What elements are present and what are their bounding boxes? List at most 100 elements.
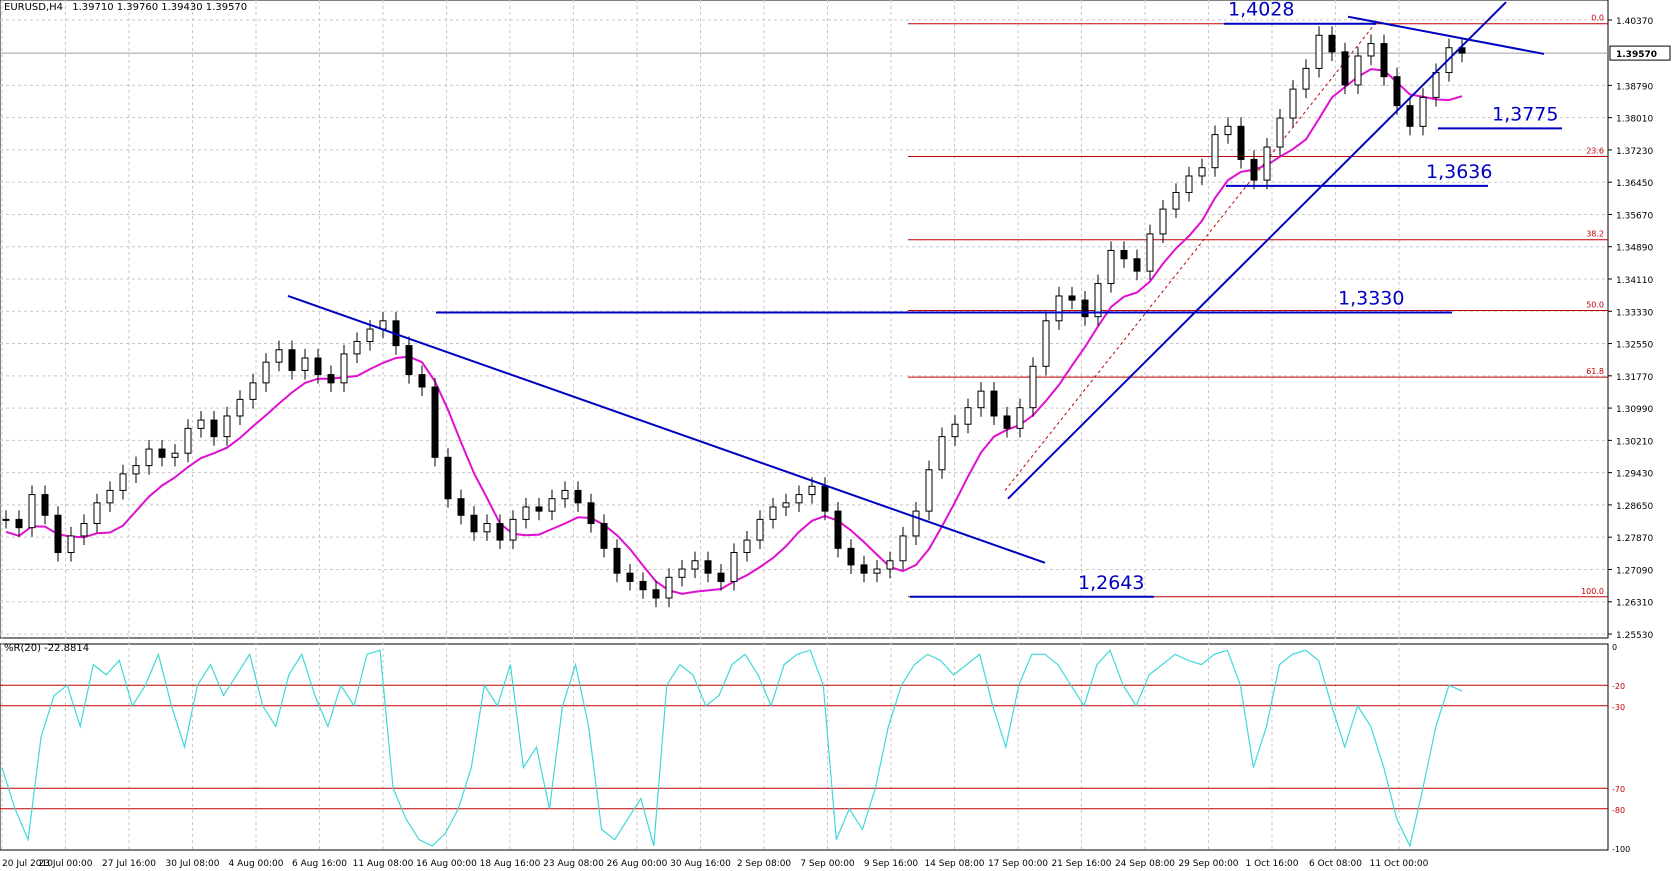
fib-label: 23.6 <box>1586 147 1604 156</box>
candle-body <box>236 398 244 417</box>
candle-body <box>704 560 712 574</box>
axes: 1.40370 1.38790 1.38010 1.37230 1.36450 1.356… <box>2 17 1671 869</box>
x-tick-label: 23 Jul 00:00 <box>39 859 93 869</box>
x-tick-label: 24 Sep 08:00 <box>1115 859 1175 869</box>
fib-label: 0.0 <box>1591 14 1604 23</box>
candle-body <box>184 427 192 454</box>
candle-body <box>561 489 569 500</box>
y-tick-label: 1.32550 <box>1616 341 1653 351</box>
candle-body <box>1133 258 1141 272</box>
candle-body <box>678 568 686 578</box>
candle-body <box>600 523 608 549</box>
candle-body <box>197 419 205 429</box>
x-tick-label: 9 Sep 16:00 <box>864 859 919 869</box>
price-annotations: 1,4028 1,3775 1,3636 1,3330 1,2643 <box>1078 0 1558 594</box>
candle-body <box>457 498 465 516</box>
price-annotation: 1,2643 <box>1078 572 1144 594</box>
candle-body <box>366 328 374 342</box>
candle-body <box>1432 72 1440 98</box>
candle-body <box>93 502 101 525</box>
y-tick-label: 1.37230 <box>1616 147 1653 157</box>
candle-body <box>1120 249 1128 260</box>
candle-body <box>925 469 933 512</box>
x-tick-label: 11 Oct 00:00 <box>1370 859 1429 869</box>
candle-body <box>886 560 894 570</box>
y-tick-label: 1.36450 <box>1616 179 1653 189</box>
candle-body <box>1250 158 1258 181</box>
x-tick-label: 18 Aug 16:00 <box>480 859 541 869</box>
indicator-label: %R(20) -22.8814 <box>4 643 89 654</box>
x-tick-label: 1 Oct 16:00 <box>1246 859 1299 869</box>
candle-body <box>1081 299 1089 318</box>
y-tick-label: 1.27870 <box>1616 534 1653 544</box>
candle-body <box>548 498 556 512</box>
fib-label: 38.2 <box>1586 230 1604 239</box>
fib-label: 50.0 <box>1586 300 1604 309</box>
candle-body <box>158 448 166 458</box>
x-tick-label: 20 Jul 2010 <box>2 859 53 869</box>
ohlc-label: 1.39710 1.39760 1.39430 1.39570 <box>72 2 247 13</box>
candle-body <box>327 374 335 384</box>
candle-body <box>1159 208 1167 235</box>
candle-body <box>639 580 647 591</box>
x-tick-label: 4 Aug 00:00 <box>229 859 284 869</box>
indicator-level-label: -20 <box>1612 682 1625 691</box>
candle-body <box>132 465 140 475</box>
candle-body <box>1107 249 1115 285</box>
indicator-level-box <box>1610 782 1626 795</box>
candle-body <box>847 547 855 566</box>
fib-diagonal <box>1004 23 1376 491</box>
candle-body <box>626 572 634 582</box>
candle-body <box>1198 167 1206 177</box>
trend-line <box>1347 15 1545 55</box>
fib-label: 100.0 <box>1581 587 1604 596</box>
candle-body <box>249 382 257 400</box>
current-price-box <box>1609 45 1671 61</box>
candle-body <box>1393 76 1401 107</box>
candle-body <box>1055 295 1063 322</box>
y-tick-label: 1.34890 <box>1616 244 1653 254</box>
candle-body <box>821 485 829 512</box>
candle-body <box>262 361 270 384</box>
candle-body <box>210 419 218 438</box>
candle-body <box>41 494 49 516</box>
candle-body <box>431 386 439 458</box>
candle-body <box>1406 105 1414 127</box>
candle-body <box>80 523 88 537</box>
indicator-axis-top: 0 <box>1612 643 1617 652</box>
indicator-level-label: -80 <box>1612 806 1625 815</box>
candle-body <box>1172 192 1180 210</box>
x-tick-label: 21 Sep 16:00 <box>1051 859 1111 869</box>
x-tick-label: 30 Aug 16:00 <box>670 859 731 869</box>
trend-lines <box>287 1 1562 598</box>
candle-body <box>782 502 790 508</box>
trend-line <box>1007 1 1507 500</box>
price-annotation: 1,4028 <box>1228 0 1294 21</box>
candle-body <box>665 576 673 599</box>
candle-body <box>275 349 283 363</box>
candle-body <box>470 514 478 533</box>
candle-body <box>1211 134 1219 169</box>
indicator-level-label: -70 <box>1612 785 1625 794</box>
grid <box>0 0 1609 851</box>
candle-body <box>301 357 309 371</box>
candle-body <box>496 523 504 541</box>
price-annotation: 1,3636 <box>1426 161 1492 183</box>
indicator-level-box <box>1610 699 1626 712</box>
candle-body <box>808 485 816 496</box>
y-tick-label: 1.26310 <box>1616 599 1653 609</box>
candle-body <box>119 473 127 491</box>
candle-body <box>574 489 582 504</box>
x-tick-label: 2 Sep 08:00 <box>737 859 792 869</box>
candle-body <box>1263 146 1271 181</box>
candle-body <box>652 589 660 599</box>
candle-body <box>1354 55 1362 86</box>
candle-body <box>691 560 699 570</box>
candle-body <box>444 456 452 500</box>
candle-body <box>28 494 36 529</box>
candle-body <box>951 423 959 438</box>
candle-body <box>314 357 322 376</box>
symbol-label: EURUSD,H4 <box>4 2 63 13</box>
candle-body <box>899 535 907 562</box>
